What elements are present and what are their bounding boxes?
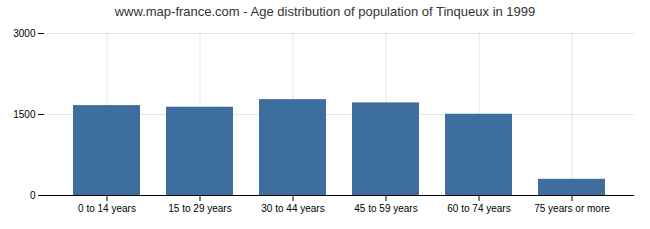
- svg-text:0: 0: [30, 190, 36, 201]
- svg-text:60 to 74 years: 60 to 74 years: [447, 203, 510, 214]
- html-text:www.map-france.com - Age distr: www.map-france.com - Age distribution of…: [114, 4, 536, 19]
- svg-text:15 to 29 years: 15 to 29 years: [168, 203, 231, 214]
- svg-text:3000: 3000: [13, 28, 36, 39]
- svg-text:0 to 14 years: 0 to 14 years: [78, 203, 136, 214]
- svg-text:75 years or more: 75 years or more: [534, 203, 610, 214]
- svg-text:45 to 59 years: 45 to 59 years: [354, 203, 417, 214]
- svg-text:30 to 44 years: 30 to 44 years: [261, 203, 324, 214]
- svg-text:1500: 1500: [13, 109, 36, 120]
